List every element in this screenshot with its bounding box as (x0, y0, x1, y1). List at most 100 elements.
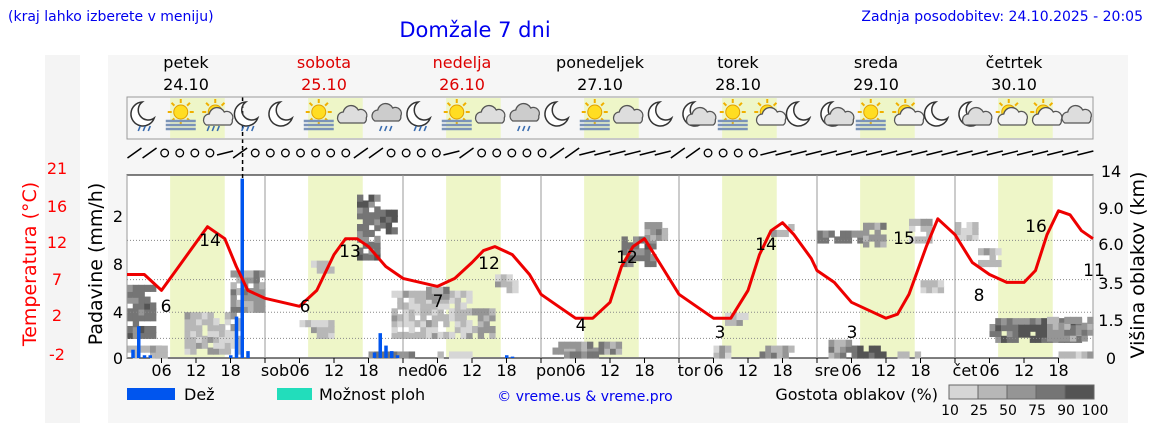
cloud-cell (253, 288, 260, 296)
sun-ray (220, 102, 226, 107)
sun-ray (722, 102, 728, 107)
cloud-cell (920, 224, 927, 232)
density-swatch (948, 384, 979, 400)
cloud-cell (897, 351, 904, 359)
cloud-cell (604, 341, 611, 349)
cloud-shape (961, 106, 993, 126)
cloud-cell (374, 212, 381, 220)
sun-disc (725, 104, 741, 120)
cloud-cell (1081, 322, 1088, 330)
cloud-shape (997, 106, 1028, 126)
cloud-cell (817, 230, 824, 238)
cloud-cell (874, 228, 881, 236)
cloud-cell (834, 345, 841, 353)
cloud-cell (845, 230, 853, 238)
cloud-cell (426, 308, 433, 316)
cloud-cell (224, 335, 232, 343)
cloud-cell (230, 288, 237, 296)
cloud-cell (253, 270, 260, 278)
precip-bar (246, 351, 250, 358)
rain-drop (418, 125, 422, 132)
rain-drop (147, 125, 151, 132)
cloud-cell (431, 302, 439, 310)
daylight-band (722, 176, 777, 357)
wind-barb-icon (790, 150, 807, 156)
cloud-cell (443, 331, 450, 339)
time-tick-label: 06 (565, 361, 585, 380)
cloud-cell (983, 248, 991, 256)
cloud-cell (575, 347, 582, 355)
precip-bar (142, 355, 147, 358)
cloud-cell (374, 224, 381, 232)
cloud-cell (1047, 328, 1054, 336)
cloud-cell (771, 351, 778, 359)
cloud-cell (127, 314, 134, 322)
cloud-cell (615, 347, 623, 355)
cloud-cell (650, 227, 657, 236)
time-tick-label: 06 (841, 361, 861, 380)
temperature-label: 16 (1025, 217, 1047, 237)
density-tick-label: 100 (1082, 403, 1109, 419)
wind-barb-icon (971, 150, 988, 156)
cloud-cell (357, 194, 364, 202)
sun-ray (308, 102, 314, 107)
cloud-cell (477, 320, 485, 328)
cloud-cell (196, 341, 203, 349)
time-tick-label: 18 (220, 361, 240, 380)
precip-bar (390, 351, 394, 358)
cloud-cell (1001, 324, 1008, 332)
cloud-cell (1064, 328, 1071, 336)
cloud-cell (627, 242, 634, 250)
cloud-cell (443, 314, 450, 322)
wind-calm-icon (311, 148, 321, 158)
temperature-line (127, 209, 1094, 320)
wind-barb-icon (670, 147, 686, 159)
cloud-cell (1064, 316, 1071, 324)
cloud-cell (397, 351, 404, 359)
location-note[interactable]: (kraj lahko izberete v meniju) (8, 9, 214, 25)
sun-disc (449, 104, 465, 120)
cloud-cell (213, 341, 220, 349)
day-headers: petek 24.10 sobota 25.10 nedelja 26.10 ponedel… (163, 53, 1043, 94)
cloud-cell (725, 312, 732, 321)
wind-barb-icon (127, 147, 142, 159)
cloud-cell (650, 254, 657, 262)
cloud-rain-icon (509, 102, 540, 132)
credit-link[interactable]: © vreme.us & vreme.pro (497, 389, 672, 405)
cloud-cell (874, 345, 881, 353)
cloud-cell (219, 329, 226, 338)
precip-bar (384, 345, 388, 358)
cloud-cell (357, 200, 364, 208)
cloud-density-title: Gostota oblakov (%) (775, 385, 938, 404)
cloud-cell (828, 230, 835, 238)
cloud-cell (564, 341, 571, 349)
cloud-cell (1047, 334, 1054, 342)
cloud-cell (247, 270, 255, 278)
temperature-label: 12 (616, 248, 638, 268)
cloud-cell (1070, 328, 1077, 336)
cloud-cell (1006, 329, 1014, 338)
cloud-cell (1052, 322, 1060, 330)
wind-calm-icon (280, 148, 290, 158)
cloud-cell (213, 318, 220, 326)
cloud-cell (1075, 351, 1083, 359)
cloud-cell (408, 308, 416, 316)
cloud-cell (1029, 318, 1037, 326)
cloud-cell (995, 324, 1002, 332)
cloud-height-tick: 1.5 (1098, 311, 1123, 330)
sun-ray (600, 102, 605, 107)
cloud-cell (414, 331, 421, 339)
cloud-cell (880, 240, 887, 248)
temperature-label: 7 (433, 292, 444, 312)
moon-icon (923, 101, 950, 127)
cloud-cell (374, 218, 381, 226)
cloud-cell (552, 347, 559, 355)
wind-barb-icon (216, 150, 234, 156)
cloud-cell (230, 282, 237, 290)
cloud-cell (995, 259, 1002, 268)
cloud-cell (489, 331, 496, 339)
moon-cloud-icon (820, 101, 855, 127)
cloud-cell (656, 227, 663, 236)
cloud-shape (823, 106, 855, 126)
cloud-cell (132, 290, 140, 298)
